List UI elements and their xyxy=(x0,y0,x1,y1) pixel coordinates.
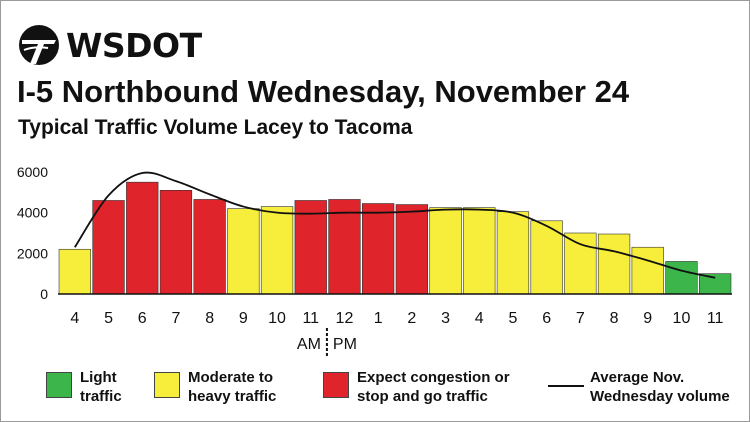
x-tick-label: 4 xyxy=(70,310,79,327)
x-tick-label: 11 xyxy=(302,310,319,327)
bar-16 xyxy=(597,233,631,295)
legend-label-light: Light traffic xyxy=(80,369,122,405)
legend-swatch-moderate xyxy=(154,372,180,398)
x-tick-label: 8 xyxy=(610,310,619,327)
page-title: I-5 Northbound Wednesday, November 24 xyxy=(17,74,630,109)
legend-label-moderate: Moderate to heavy traffic xyxy=(188,369,277,405)
x-tick-label: 5 xyxy=(104,310,113,327)
legend-line-average xyxy=(548,385,584,387)
bar-1 xyxy=(92,200,125,295)
bar-10 xyxy=(395,204,428,295)
bar-14 xyxy=(530,220,563,295)
x-tick-label: 10 xyxy=(268,310,286,327)
bar-9 xyxy=(362,203,395,295)
bar-5 xyxy=(227,208,260,295)
x-tick-label: 12 xyxy=(336,310,354,327)
bar-8 xyxy=(328,199,361,295)
legend-swatch-light xyxy=(46,372,72,398)
chart-subtitle: Typical Traffic Volume Lacey to Tacoma xyxy=(18,116,413,139)
x-tick-label: 7 xyxy=(576,310,585,327)
y-tick-label: 6000 xyxy=(17,164,48,180)
bar-3 xyxy=(159,189,193,295)
bar-12 xyxy=(463,207,496,295)
y-tick-label: 4000 xyxy=(17,205,48,221)
bar-2 xyxy=(126,181,159,295)
legend-swatch-congestion xyxy=(323,372,349,398)
x-tick-label: 11 xyxy=(707,310,724,327)
wsdot-emblem-icon xyxy=(19,25,59,65)
legend-label-congestion: Expect congestion or stop and go traffic xyxy=(357,369,510,405)
x-tick-label: 6 xyxy=(542,310,551,327)
bar-6 xyxy=(260,206,294,295)
x-tick-label: 10 xyxy=(673,310,691,327)
x-tick-label: 7 xyxy=(171,310,180,327)
x-tick-label: 9 xyxy=(643,310,652,327)
bar-17 xyxy=(631,246,664,295)
bar-13 xyxy=(496,211,530,295)
pm-label: PM xyxy=(333,336,357,353)
x-tick-label: 9 xyxy=(239,310,248,327)
y-tick-label: 0 xyxy=(40,286,48,302)
bar-15 xyxy=(564,232,597,295)
x-tick-label: 4 xyxy=(475,310,484,327)
am-label: AM xyxy=(297,336,321,353)
bar-11 xyxy=(429,207,462,295)
bar-18 xyxy=(665,261,698,295)
x-tick-label: 1 xyxy=(374,310,383,327)
x-tick-label: 6 xyxy=(138,310,147,327)
average-volume-line xyxy=(74,171,716,279)
x-tick-label: 3 xyxy=(441,310,450,327)
bar-4 xyxy=(193,199,226,295)
x-tick-label: 8 xyxy=(205,310,214,327)
y-tick-label: 2000 xyxy=(17,245,48,261)
bar-0 xyxy=(58,248,91,295)
wsdot-logo: WSDOT xyxy=(18,22,202,68)
bar-19 xyxy=(699,273,732,295)
x-tick-label: 5 xyxy=(508,310,517,327)
logo-text: WSDOT xyxy=(66,25,202,65)
legend-label-average: Average Nov. Wednesday volume xyxy=(590,369,730,405)
x-tick-label: 2 xyxy=(407,310,416,327)
